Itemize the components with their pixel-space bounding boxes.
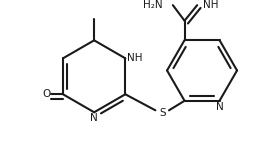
Text: H₂N: H₂N <box>143 0 162 10</box>
Text: N: N <box>90 113 98 123</box>
Text: O: O <box>42 89 50 99</box>
Text: N: N <box>216 102 224 112</box>
Text: NH: NH <box>127 53 143 63</box>
Text: S: S <box>159 108 166 118</box>
Text: NH: NH <box>203 0 218 10</box>
